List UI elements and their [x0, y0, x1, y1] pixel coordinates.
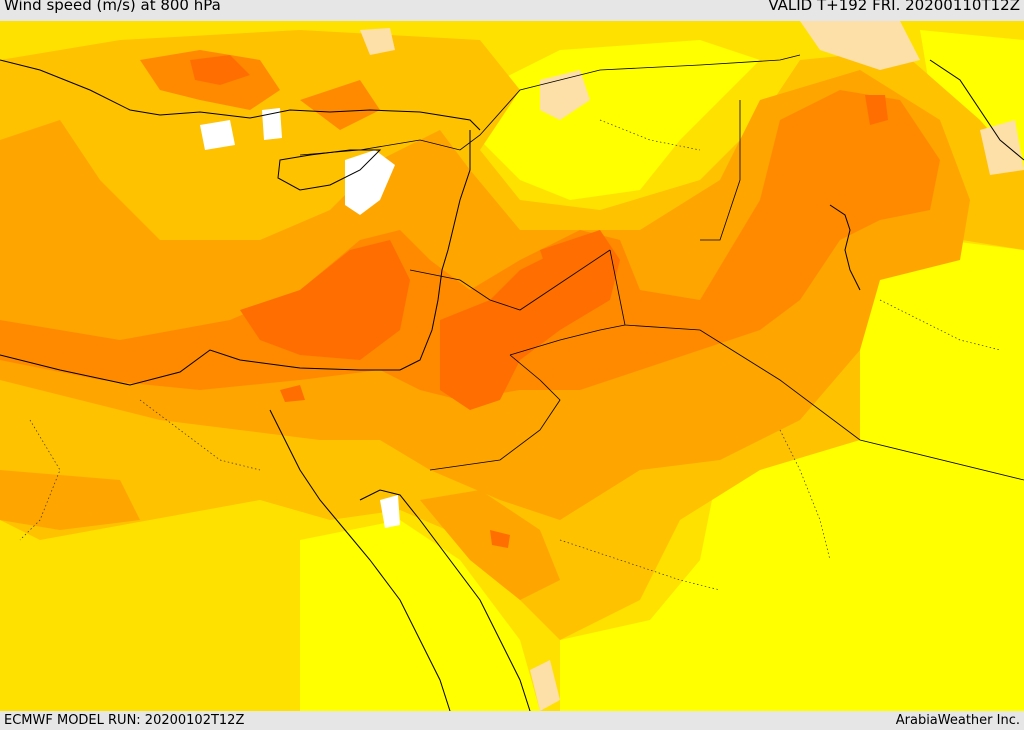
wind-speed-map — [0, 21, 1024, 711]
credit: ArabiaWeather Inc. — [895, 713, 1020, 728]
coastlines — [0, 59, 1024, 711]
valid-time: VALID T+192 FRI. 20200110T12Z — [768, 0, 1020, 14]
title-bar: Wind speed (m/s) at 800 hPa VALID T+192 … — [0, 0, 1024, 21]
internal-borders — [19, 119, 1001, 591]
borders — [299, 54, 1024, 481]
map-title: Wind speed (m/s) at 800 hPa — [4, 0, 221, 14]
model-run: ECMWF MODEL RUN: 20200102T12Z — [4, 713, 245, 728]
field-calm — [360, 21, 1024, 711]
footer-bar: ECMWF MODEL RUN: 20200102T12Z ArabiaWeat… — [0, 711, 1024, 729]
field-white — [200, 108, 400, 528]
field-deep-orange — [190, 55, 888, 548]
